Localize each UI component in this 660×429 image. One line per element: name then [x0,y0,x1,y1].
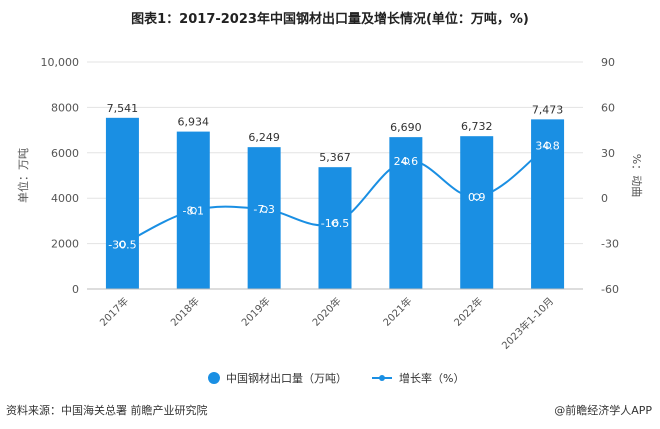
category-label: 2019年 [239,294,273,328]
line-point [544,142,552,150]
right-tick-label: -30 [601,238,619,251]
line-value-label: 0.9 [468,191,486,204]
line-value-label: -8.1 [183,204,204,217]
line-value-label: -30.5 [108,238,136,251]
line-value-label: 34.8 [535,140,560,153]
bar-value-label: 6,690 [390,121,422,134]
legend-bar-label: 中国钢材出口量（万吨） [226,371,347,385]
legend: 中国钢材出口量（万吨） 增长率（%） [208,371,464,385]
line-point [118,240,126,248]
left-tick-label: 2000 [51,238,79,251]
right-tick-label: 90 [601,56,615,69]
right-tick-label: 0 [601,192,608,205]
bar-value-label: 6,732 [461,120,493,133]
chart-title: 图表1：2017-2023年中国钢材出口量及增长情况(单位：万吨，%) [131,12,529,27]
left-tick-label: 8000 [51,101,79,114]
line-value-label: 24.6 [394,155,419,168]
left-tick-label: 4000 [51,192,79,205]
line-point [189,206,197,214]
bar [105,117,139,289]
bar-value-label: 6,249 [248,131,280,144]
right-tick-label: 30 [601,147,615,160]
brand-note: @前瞻经济学人APP [554,404,652,417]
bar-value-label: 5,367 [319,151,351,164]
bar-series [105,117,565,289]
right-axis-title: %：动曲 [630,154,643,197]
left-tick-label: 6000 [51,147,79,160]
category-label: 2017年 [97,294,131,328]
legend-line-label: 增长率（%） [399,371,464,385]
line-point [473,193,481,201]
right-tick-label: 60 [601,101,615,114]
data-labels: 7,541 6,934 6,249 5,367 6,690 6,732 7,473 -30.5… [107,102,564,252]
bar [318,167,352,289]
left-tick-label: 0 [72,283,79,296]
line-value-label: -7.3 [253,203,274,216]
category-label: 2022年 [451,294,485,328]
source-note: 资料来源：中国海关总署 前瞻产业研究院 [6,404,208,417]
category-label: 2020年 [309,294,343,328]
right-tick-label: -60 [601,283,619,296]
left-tick-label: 10,000 [41,56,80,69]
bar-value-label: 6,934 [178,116,210,129]
left-axis-title: 单位：万吨 [16,148,30,203]
line-point [331,219,339,227]
bar-value-label: 7,473 [532,103,564,116]
bar [460,136,494,289]
category-label: 2018年 [168,294,202,328]
line-value-label: -16.5 [321,217,349,230]
bar [247,147,281,289]
category-label: 2023年1-10月 [499,294,556,351]
line-series [118,142,552,248]
category-label: 2021年 [380,294,414,328]
legend-line-dot [379,375,385,381]
bar-value-label: 7,541 [107,102,139,115]
legend-bar-marker [208,372,220,384]
line-point [402,157,410,165]
line-point [260,205,268,213]
